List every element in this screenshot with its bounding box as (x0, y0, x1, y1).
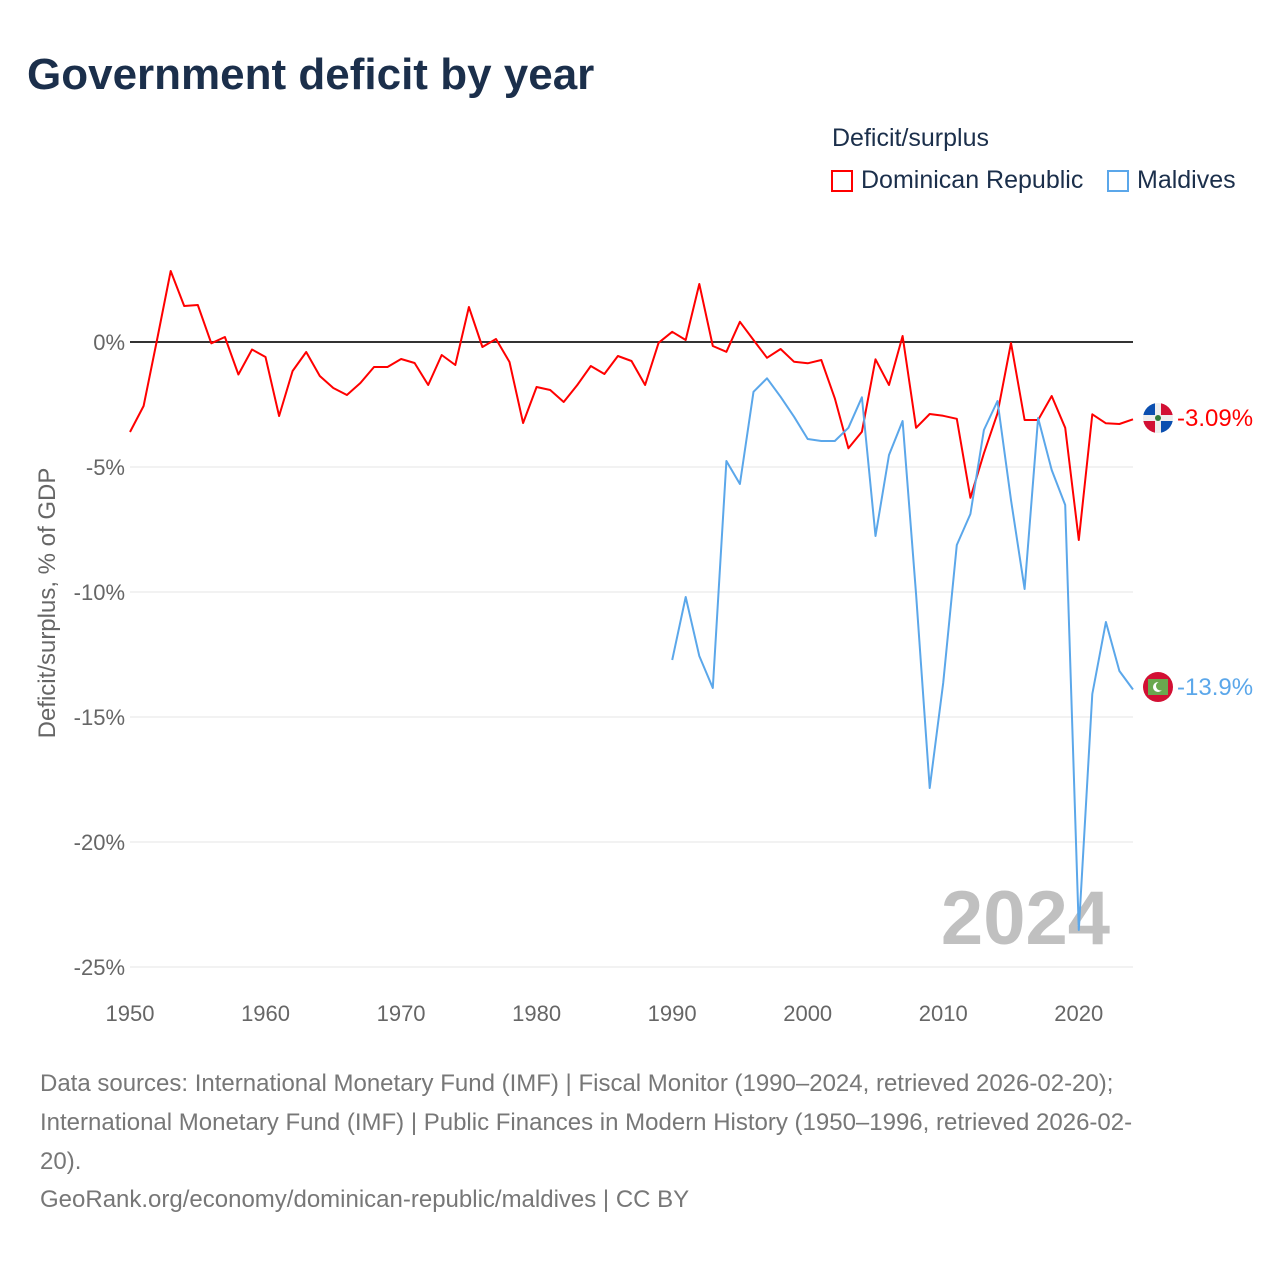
x-tick-label: 1980 (512, 1001, 561, 1026)
legend-item-maldives[interactable]: Maldives (1107, 166, 1236, 195)
page-title: Government deficit by year (27, 50, 595, 99)
y-tick-label: -20% (74, 830, 125, 855)
footer-sources-line: International Monetary Fund (IMF) | Publ… (40, 1109, 1133, 1136)
footer-sources-line: Data sources: International Monetary Fun… (40, 1070, 1114, 1097)
x-tick-label: 1960 (241, 1001, 290, 1026)
flag-dominican-republic-icon (1143, 403, 1173, 433)
y-tick-label: -10% (74, 580, 125, 605)
legend-label: Maldives (1137, 166, 1236, 194)
legend-swatch (831, 169, 853, 192)
legend-label: Dominican Republic (861, 166, 1084, 194)
y-tick-label: -25% (74, 955, 125, 980)
flag-maldives-icon (1143, 672, 1173, 702)
x-tick-label: 1970 (377, 1001, 426, 1026)
y-tick-label: 0% (93, 330, 125, 355)
y-tick-label: -5% (86, 455, 125, 480)
x-tick-label: 2000 (783, 1001, 832, 1026)
footer-attribution[interactable]: GeoRank.org/economy/dominican-republic/m… (40, 1186, 690, 1213)
series-line-maldives[interactable] (671, 377, 1134, 931)
legend-title: Deficit/surplus (832, 124, 989, 152)
end-label-dominican-republic: -3.09% (1177, 405, 1253, 432)
legend-item-dominican-republic[interactable]: Dominican Republic (831, 166, 1083, 195)
year-watermark: 2024 (941, 876, 1110, 961)
end-label-maldives: -13.9% (1177, 674, 1253, 701)
y-axis-label: Deficit/surplus, % of GDP (34, 468, 61, 739)
x-tick-label: 1950 (106, 1001, 155, 1026)
series-line-dominican-republic[interactable] (129, 270, 1134, 541)
legend-swatch (1107, 169, 1129, 192)
x-tick-label: 1990 (648, 1001, 697, 1026)
footer-sources-line: 20). (40, 1148, 82, 1175)
x-tick-label: 2020 (1054, 1001, 1103, 1026)
x-tick-label: 2010 (919, 1001, 968, 1026)
y-tick-label: -15% (74, 705, 125, 730)
